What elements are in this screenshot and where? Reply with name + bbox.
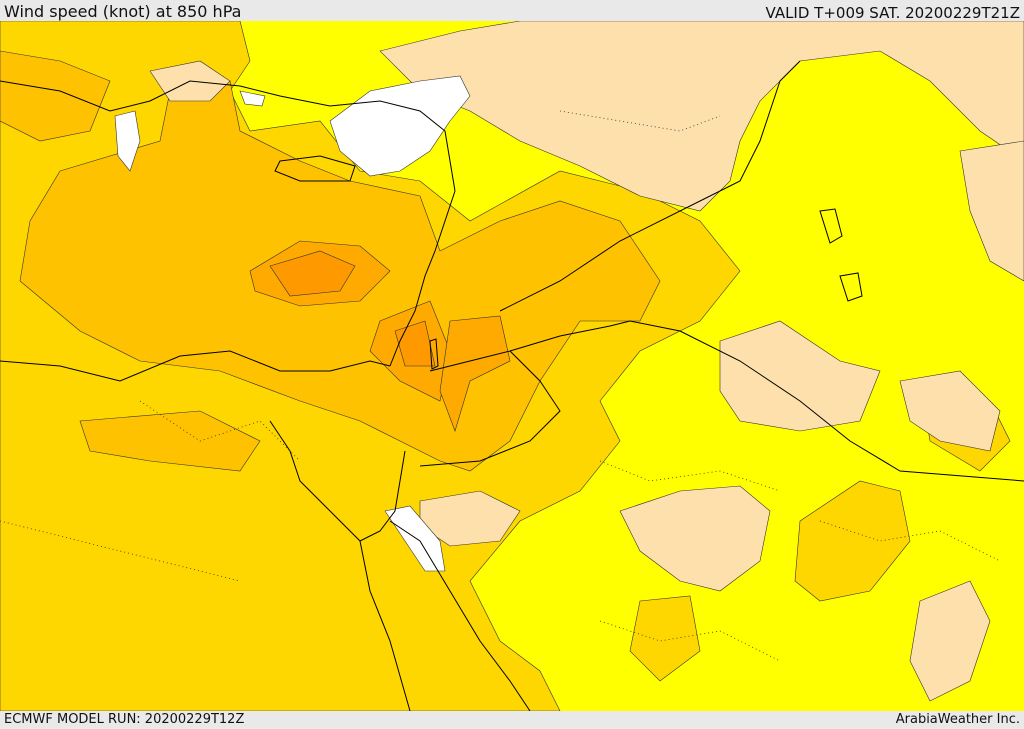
egypt-north-coast xyxy=(0,350,391,382)
white-zone-northwest xyxy=(239,90,266,107)
wind-speed-map xyxy=(0,21,1024,711)
orange-zone-3 xyxy=(439,315,511,432)
white-zone-cyprus-area xyxy=(329,75,471,177)
cyprus-outline xyxy=(274,155,356,182)
sinai-east xyxy=(359,450,406,542)
dark-orange-zones xyxy=(269,250,436,367)
valid-time: VALID T+009 SAT. 20200229T21Z xyxy=(765,4,1020,22)
light-tan-zone-east xyxy=(899,370,1001,452)
light-tan-zone-east-edge xyxy=(959,140,1024,282)
white-zones xyxy=(114,75,471,572)
gold-zone-southeast xyxy=(794,480,911,602)
credit-label: ArabiaWeather Inc. xyxy=(895,712,1020,727)
admin-line-2 xyxy=(599,460,781,492)
admin-lines xyxy=(0,110,1001,662)
model-run-label: ECMWF MODEL RUN: 20200229T12Z xyxy=(4,712,245,727)
dark-orange-zone-1 xyxy=(269,250,356,297)
light-tan-zone-south-central xyxy=(619,485,771,592)
footer-bar: ECMWF MODEL RUN: 20200229T12Z ArabiaWeat… xyxy=(0,711,1024,729)
dead-sea-outline xyxy=(429,338,439,370)
light-tan-zone-central-east xyxy=(719,320,881,432)
map-svg xyxy=(0,21,1024,711)
sinai-west xyxy=(269,420,361,542)
header-bar: Wind speed (knot) at 850 hPa VALID T+009… xyxy=(0,0,1024,22)
jordan-border xyxy=(429,320,631,372)
saudi-jordan-border xyxy=(419,350,561,467)
red-sea-west xyxy=(359,540,411,711)
light-tan-zone-north xyxy=(379,21,1024,212)
boundaries xyxy=(0,60,1024,711)
white-zone-aegean xyxy=(114,110,141,172)
lake-outline-1 xyxy=(819,208,843,244)
gold-zone-south xyxy=(629,595,701,682)
dark-orange-zone-2 xyxy=(394,320,436,367)
map-title: Wind speed (knot) at 850 hPa xyxy=(4,2,242,21)
saudi-iraq-border xyxy=(629,320,1024,482)
levant-coast xyxy=(389,190,456,367)
syria-iraq-border xyxy=(499,60,801,312)
red-sea-east xyxy=(389,520,531,711)
light-tan-zone-southeast xyxy=(909,580,991,702)
turkey-south-coast xyxy=(0,80,456,192)
white-zone-red-sea-north xyxy=(384,505,446,572)
light-orange-zone-southwest xyxy=(79,410,261,472)
light-orange-zone-northwest xyxy=(0,50,111,142)
admin-line-1 xyxy=(139,400,301,462)
lake-outline-2 xyxy=(839,272,863,302)
